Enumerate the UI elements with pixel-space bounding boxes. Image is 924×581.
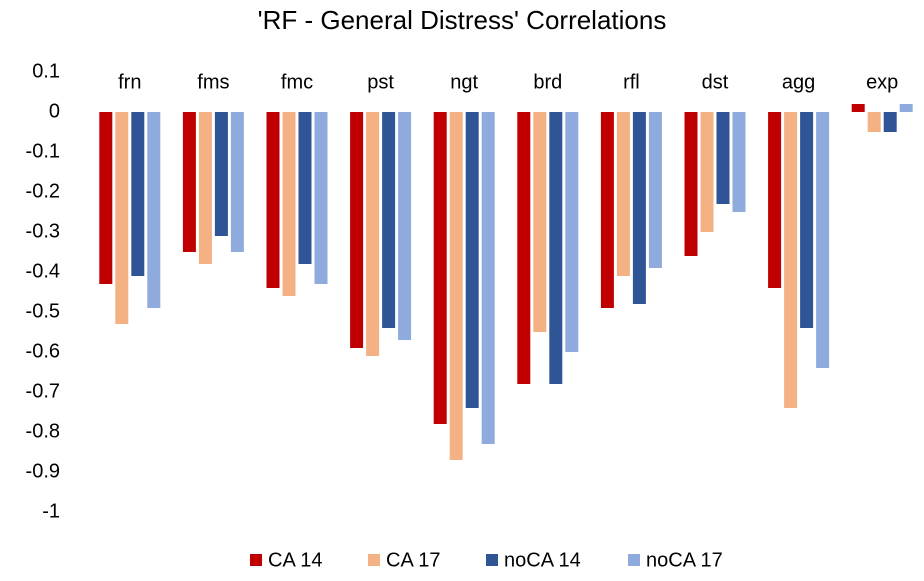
legend-label: noCA 17 <box>646 549 723 571</box>
y-tick-label: -0.5 <box>26 300 60 322</box>
legend-label: CA 17 <box>386 549 440 571</box>
bar <box>684 112 698 256</box>
y-tick-label: -0.1 <box>26 140 60 162</box>
category-label: agg <box>782 71 815 93</box>
bar <box>433 112 447 424</box>
category-label: exp <box>866 71 898 93</box>
bar <box>883 112 897 132</box>
legend-swatch <box>486 554 498 566</box>
bar <box>533 112 547 332</box>
bar <box>398 112 412 340</box>
category-label: ngt <box>450 71 478 93</box>
bar <box>449 112 463 460</box>
bar <box>314 112 328 284</box>
bar <box>768 112 782 288</box>
y-tick-label: 0.1 <box>32 60 60 82</box>
bar <box>298 112 312 264</box>
y-tick-label: -0.9 <box>26 460 60 482</box>
bar <box>899 104 913 112</box>
bar <box>147 112 161 308</box>
bar <box>700 112 714 232</box>
bar <box>784 112 798 408</box>
legend-swatch <box>628 554 640 566</box>
y-tick-label: -0.7 <box>26 380 60 402</box>
legend-swatch <box>250 554 262 566</box>
bar <box>214 112 228 236</box>
y-tick-label: -0.6 <box>26 340 60 362</box>
bar <box>600 112 614 308</box>
category-label: fms <box>197 71 229 93</box>
category-label: dst <box>702 71 729 93</box>
category-label: rfl <box>623 71 640 93</box>
bar <box>350 112 364 348</box>
bar <box>851 104 865 112</box>
chart-title: 'RF - General Distress' Correlations <box>258 5 667 35</box>
bar <box>648 112 662 268</box>
bar <box>481 112 495 444</box>
bar <box>282 112 296 296</box>
bar <box>800 112 814 328</box>
bar <box>382 112 396 328</box>
legend-label: noCA 14 <box>504 549 581 571</box>
y-tick-label: -0.3 <box>26 220 60 242</box>
bar <box>816 112 830 368</box>
bar <box>99 112 113 284</box>
bar <box>732 112 746 212</box>
category-label: brd <box>533 71 562 93</box>
bar <box>632 112 646 304</box>
category-label: frn <box>118 71 141 93</box>
y-tick-label: 0 <box>49 100 60 122</box>
category-label: pst <box>367 71 394 93</box>
y-tick-label: -0.8 <box>26 420 60 442</box>
y-tick-label: -1 <box>42 500 60 522</box>
bar <box>198 112 212 264</box>
bar <box>366 112 380 356</box>
bar <box>565 112 579 352</box>
bar <box>549 112 563 384</box>
category-label: fmc <box>281 71 313 93</box>
legend-swatch <box>368 554 380 566</box>
bar <box>182 112 196 252</box>
bar <box>131 112 145 276</box>
y-tick-label: -0.2 <box>26 180 60 202</box>
bar <box>465 112 479 408</box>
y-tick-label: -0.4 <box>26 260 60 282</box>
bar <box>616 112 630 276</box>
bar <box>115 112 129 324</box>
bar <box>716 112 730 204</box>
bar <box>867 112 881 132</box>
legend-label: CA 14 <box>268 549 322 571</box>
bar <box>230 112 244 252</box>
bar <box>517 112 531 384</box>
bar <box>266 112 280 288</box>
